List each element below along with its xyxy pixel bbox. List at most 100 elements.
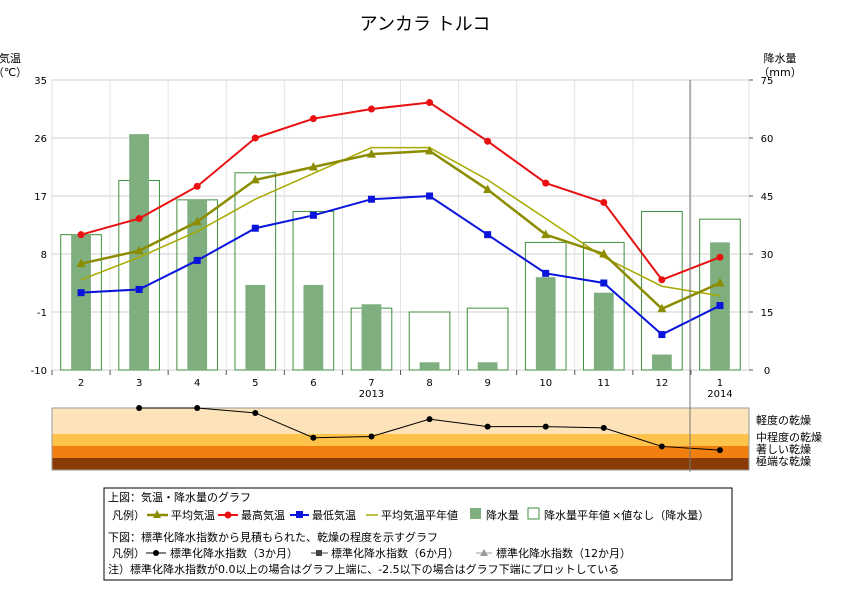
y-tick-label: -1	[37, 308, 47, 319]
min_temp-point	[77, 289, 85, 297]
y2-tick-label: 0	[764, 366, 770, 377]
precip-normal-bar	[408, 311, 451, 371]
precip-bar	[303, 284, 324, 370]
legend-spi12-marker	[480, 549, 488, 556]
mean_temp-point	[715, 278, 725, 287]
legend-note: 注）標準化降水指数が0.0以上の場合はグラフ上端に、-2.5以下の場合はグラフ下…	[108, 562, 619, 576]
legend-line1: 上図：気温・降水量のグラフ	[108, 490, 251, 504]
precip-bar	[593, 292, 614, 370]
legend-mean: 平均気温	[171, 508, 215, 522]
legend-max-marker	[224, 511, 232, 519]
max_temp-point	[193, 182, 201, 190]
precip-bar	[652, 354, 672, 370]
year-label: 2013	[359, 389, 384, 400]
min_temp-point	[484, 231, 492, 239]
max_temp-point	[658, 276, 666, 284]
x-tick-label: 7	[368, 378, 374, 389]
min_temp-point	[135, 285, 143, 293]
y2-tick-label: 30	[761, 250, 774, 261]
x-ticks: 2 3 4 5 6 7 8 9 10 11 12 1 2013 2014	[51, 370, 733, 400]
x-tick-label: 10	[539, 378, 552, 389]
legend-precip: 降水量	[486, 508, 519, 522]
x-tick-label: 8	[426, 378, 432, 389]
y-tick-label: 35	[34, 76, 47, 87]
legend-min: 最低気温	[312, 508, 356, 522]
drought-zone	[52, 458, 749, 470]
year-label: 2014	[707, 389, 732, 400]
max_temp-point	[251, 134, 259, 142]
spi3-point	[426, 416, 433, 423]
x-tick-label: 4	[194, 378, 200, 389]
min_temp-point	[542, 269, 550, 277]
precip-bar	[535, 277, 556, 370]
drought-zone-label: 著しい乾燥	[756, 442, 811, 456]
max_temp-line	[80, 101, 721, 281]
max_temp-point	[135, 215, 143, 223]
drought-zone	[52, 434, 749, 446]
y2-axis-label: 降水量（mm）	[758, 51, 801, 79]
precip-normal-bar	[641, 210, 683, 371]
max_temp-point	[367, 105, 375, 113]
spi3-point	[542, 423, 549, 430]
x-tick-label: 2	[78, 378, 84, 389]
min_temp-point	[716, 302, 724, 310]
spi3-point	[600, 424, 607, 431]
max_temp-point	[716, 253, 724, 261]
y2-tick-label: 75	[761, 76, 774, 87]
legend-min-marker	[296, 511, 303, 518]
legend-normal: 平均気温平年値	[381, 508, 458, 522]
min_temp-point	[251, 224, 259, 232]
max_temp-point	[542, 179, 550, 187]
legend-mean-marker	[153, 510, 161, 518]
max_temp-point	[600, 198, 608, 206]
chart-title: アンカラ トルコ	[360, 14, 491, 35]
legend-spi6-marker	[316, 550, 322, 556]
temperature-lines	[76, 99, 725, 339]
spi3-point	[310, 434, 317, 441]
y-tick-label: 26	[34, 134, 47, 145]
min_temp-point	[309, 211, 317, 219]
min_temp-point	[658, 331, 666, 339]
max_temp-point	[309, 115, 317, 123]
spi3-point	[716, 447, 723, 454]
legend-precip-normal-swatch	[527, 507, 540, 520]
precip-bar	[419, 362, 440, 370]
precip-bar	[361, 304, 382, 370]
legend-precip-swatch	[470, 508, 481, 519]
mean_temp-point	[308, 162, 318, 171]
mean_temp-point	[76, 258, 86, 268]
legend-box	[103, 487, 733, 581]
legend-no-value: ×値なし（降水量）	[612, 508, 709, 522]
min_temp-point	[367, 195, 375, 203]
grid-lines	[51, 79, 750, 371]
min_temp-line	[80, 194, 721, 336]
precip-bar	[187, 199, 208, 370]
min_temp-point	[193, 256, 201, 264]
mean_temp-line	[80, 149, 721, 311]
legend-max: 最高気温	[241, 508, 285, 522]
spi3-point	[136, 405, 143, 411]
precip-normal-bar	[466, 307, 509, 371]
y-tick-label: 17	[34, 192, 47, 203]
mean_temp-point	[483, 184, 493, 194]
spi3-point	[252, 409, 259, 416]
mean_temp-point	[134, 245, 144, 255]
spi3-point	[658, 443, 665, 450]
max_temp-point	[484, 137, 492, 145]
legend-precip-normal: 降水量平年値	[544, 508, 610, 522]
x-tick-label: 12	[656, 378, 669, 389]
spi3-point	[484, 423, 491, 430]
mean_temp-point	[192, 216, 202, 226]
legend-spi12: 標準化降水指数（12か月）	[496, 546, 631, 560]
drought-zone-label: 極端な乾燥	[756, 454, 811, 468]
spi3-point	[194, 405, 201, 411]
legend-prefix: 凡例）	[112, 508, 145, 522]
x-tick-label: 5	[252, 378, 258, 389]
mean_temp-point	[366, 149, 376, 158]
drought-zone-label: 軽度の乾燥	[756, 413, 811, 427]
y2-tick-label: 45	[761, 192, 774, 203]
y-tick-label: 8	[41, 250, 47, 261]
